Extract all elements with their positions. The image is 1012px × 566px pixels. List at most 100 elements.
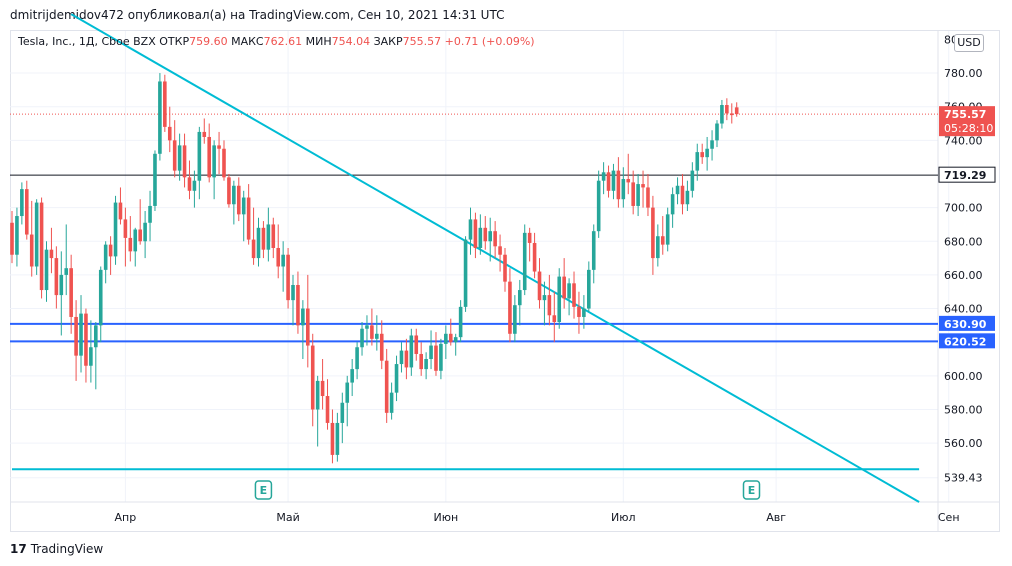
candle-body — [414, 335, 419, 354]
candle-body — [710, 140, 714, 149]
y-tick-label: 580.00 — [944, 403, 983, 416]
candle-body — [483, 227, 488, 242]
candle-body — [527, 232, 532, 243]
candle-body — [685, 190, 690, 205]
candle-body — [217, 145, 221, 149]
brand-name: TradingView — [30, 542, 104, 556]
candle-body — [167, 126, 172, 141]
candle-body — [596, 180, 601, 232]
candle-body — [286, 254, 290, 301]
candle-body — [537, 271, 542, 301]
candle-body — [94, 325, 98, 348]
candle-body — [310, 345, 315, 410]
earnings-marker-label: E — [748, 484, 756, 497]
candle-body — [680, 185, 685, 205]
y-tick-label: 600.00 — [944, 370, 983, 383]
candle-body — [276, 247, 281, 267]
candle-body — [552, 315, 557, 323]
candle-body — [296, 285, 300, 326]
candle-body — [24, 189, 29, 235]
candle-body — [301, 308, 305, 326]
candle-body — [631, 182, 635, 206]
candle-body — [158, 81, 162, 154]
footer-brand[interactable]: 17 TradingView — [10, 540, 103, 558]
candle-body — [212, 145, 216, 178]
x-tick-label: Май — [276, 511, 299, 524]
earnings-marker-icon — [254, 480, 273, 500]
x-tick-label: Июн — [433, 511, 458, 524]
candle-body — [468, 219, 473, 240]
symbol-legend: Tesla, Inc., 1Д, Cboe BZX ОТКР759.60 МАК… — [18, 35, 535, 48]
candle-body — [513, 305, 517, 334]
candle-body — [187, 177, 192, 191]
candle-body — [577, 306, 581, 317]
candle-body — [340, 402, 345, 423]
tradingview-logo-icon: 17 — [10, 542, 27, 556]
candle-body — [424, 359, 428, 370]
candle-body — [172, 140, 177, 171]
x-tick-label: Авг — [766, 511, 786, 524]
candle-body — [251, 239, 256, 259]
candle-body — [128, 237, 133, 252]
candle-body — [734, 107, 739, 115]
candle-body — [143, 222, 147, 242]
candle-body — [641, 184, 645, 188]
candle-body — [478, 227, 483, 248]
candle-body — [148, 205, 152, 223]
candle-body — [729, 113, 734, 116]
candle-body — [261, 227, 266, 250]
candle-body — [34, 202, 39, 267]
candle-body — [557, 276, 562, 323]
candle-body — [355, 347, 359, 370]
candle-body — [562, 276, 566, 299]
candle-body — [448, 333, 453, 343]
currency-button[interactable]: USD — [954, 34, 984, 52]
legend-open-value: 759.60 — [189, 35, 228, 48]
candle-body — [345, 382, 350, 403]
candle-body — [695, 152, 700, 171]
candle-body — [29, 234, 34, 267]
candle-body — [532, 242, 537, 272]
candle-body — [636, 184, 640, 206]
candle-body — [705, 148, 709, 158]
candle-body — [177, 145, 182, 171]
candle-body — [379, 333, 384, 361]
candle-body — [404, 350, 409, 368]
candle-body — [582, 308, 586, 317]
candle-body — [665, 214, 670, 245]
candle-body — [232, 185, 236, 205]
legend-high-label: МАКС — [231, 35, 264, 48]
candle-body — [365, 325, 369, 329]
candle-body — [517, 290, 522, 306]
y-tick-label: 780.00 — [944, 67, 983, 80]
candle-body — [725, 105, 729, 114]
legend-symbol: Tesla, Inc., 1Д, Cboe BZX — [18, 35, 156, 48]
candle-body — [163, 81, 167, 127]
chart-frame[interactable] — [10, 30, 1000, 532]
candle-body — [493, 231, 497, 247]
candle-body — [325, 396, 330, 423]
candle-body — [375, 333, 379, 339]
candle-body — [587, 269, 591, 309]
candle-body — [306, 308, 310, 346]
legend-close-label: ЗАКР — [373, 35, 403, 48]
y-tick-label: 740.00 — [944, 134, 983, 147]
candle-body — [606, 172, 611, 191]
price-label-text: 755.57 — [944, 108, 986, 121]
candle-body — [98, 269, 103, 326]
candle-body — [315, 380, 320, 410]
price-label-box — [939, 106, 995, 137]
candle-body — [10, 222, 14, 255]
candle-body — [39, 202, 44, 291]
y-tick-label: 680.00 — [944, 235, 983, 248]
earnings-marker-icon — [742, 480, 761, 500]
y-tick-label: 700.00 — [944, 202, 983, 215]
candle-body — [616, 170, 621, 200]
legend-low-label: МИН — [305, 35, 332, 48]
candle-body — [453, 337, 458, 343]
candle-body — [656, 236, 660, 259]
candle-body — [399, 350, 404, 365]
candle-body — [572, 283, 576, 307]
candle-body — [488, 231, 493, 242]
